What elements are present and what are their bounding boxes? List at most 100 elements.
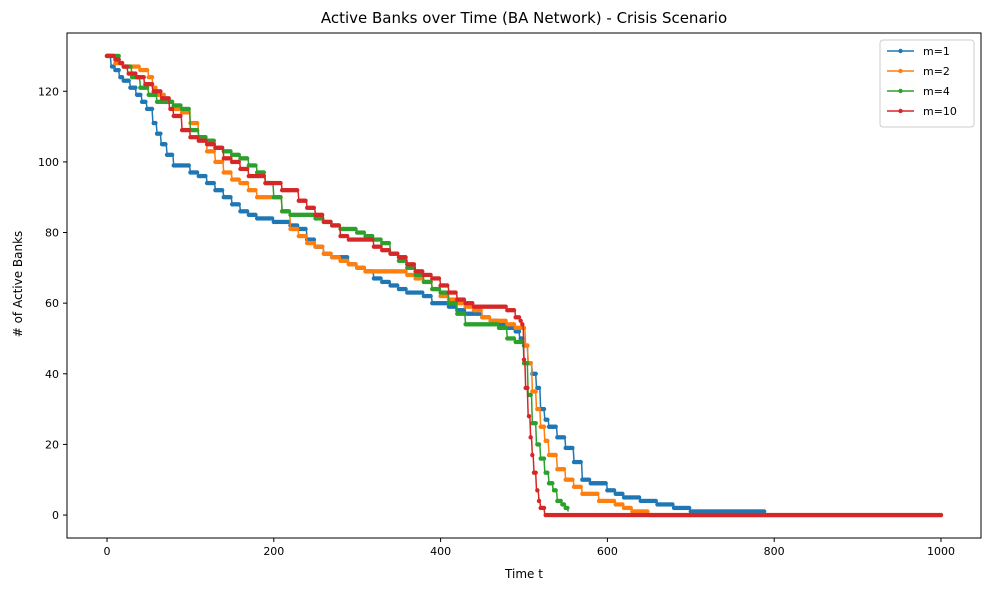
data-point <box>550 481 555 486</box>
data-point <box>395 283 400 288</box>
data-point <box>378 237 383 242</box>
data-point <box>244 180 250 186</box>
data-point <box>228 195 233 200</box>
data-point <box>478 308 483 313</box>
data-point <box>386 247 392 253</box>
legend-swatch-marker <box>898 48 903 54</box>
data-point <box>541 424 547 429</box>
data-point <box>536 442 542 447</box>
data-point <box>761 509 767 514</box>
data-point <box>561 502 567 507</box>
data-point <box>253 212 258 218</box>
data-point <box>328 219 333 225</box>
series-m=10 <box>104 53 944 518</box>
plot-frame <box>66 32 982 539</box>
data-point <box>553 488 558 493</box>
data-point <box>143 99 148 105</box>
x-tick-label: 600 <box>597 545 618 558</box>
data-point <box>533 470 538 475</box>
data-point <box>236 159 241 165</box>
data-point <box>278 195 283 200</box>
data-point <box>149 106 155 112</box>
data-point <box>541 456 547 461</box>
data-point <box>286 209 292 214</box>
data-point <box>521 357 527 362</box>
data-point <box>686 505 692 511</box>
data-point <box>211 138 216 143</box>
data-point <box>503 325 508 331</box>
data-point <box>203 138 208 143</box>
data-point <box>535 488 540 493</box>
data-point <box>253 187 258 193</box>
data-point <box>153 92 158 98</box>
data-point <box>133 71 138 76</box>
data-point <box>194 127 200 133</box>
data-point <box>511 336 517 341</box>
data-point <box>461 311 467 316</box>
data-point <box>565 505 570 511</box>
data-point <box>311 237 317 242</box>
data-point <box>178 113 183 119</box>
y-tick-label: 40 <box>45 368 59 381</box>
data-point <box>520 322 525 327</box>
data-point <box>278 180 283 186</box>
data-point <box>436 286 442 292</box>
y-tick-label: 120 <box>38 85 59 98</box>
y-tick-label: 100 <box>38 156 59 169</box>
data-point <box>403 255 408 260</box>
data-point <box>303 226 308 232</box>
data-point <box>528 360 533 366</box>
legend-label: m=1 <box>923 45 950 58</box>
data-point <box>219 159 225 165</box>
data-point <box>136 64 141 69</box>
legend-item-m=4: m=4 <box>887 85 950 98</box>
data-point <box>528 392 533 398</box>
x-tick-label: 1000 <box>927 545 955 558</box>
data-point <box>578 459 583 465</box>
data-point <box>586 477 592 482</box>
legend-item-m=10: m=10 <box>887 105 957 118</box>
data-point <box>294 223 300 228</box>
y-tick-label: 0 <box>52 509 59 522</box>
data-point <box>119 74 125 80</box>
legend-label: m=4 <box>923 85 950 98</box>
data-point <box>153 85 158 90</box>
data-point <box>518 318 523 324</box>
y-tick-label: 80 <box>45 227 59 240</box>
data-point <box>428 279 433 285</box>
data-point <box>378 244 383 249</box>
data-point <box>128 64 133 69</box>
data-point <box>436 276 442 281</box>
data-point <box>149 74 155 80</box>
data-point <box>116 57 121 62</box>
data-point <box>345 258 350 263</box>
data-point <box>386 240 392 246</box>
data-point <box>111 53 116 59</box>
data-point <box>628 505 633 511</box>
data-point <box>611 488 617 493</box>
data-point <box>236 152 241 158</box>
data-point <box>124 64 130 69</box>
data-point <box>186 127 191 133</box>
data-point <box>428 272 433 278</box>
data-point <box>203 134 208 140</box>
legend-item-m=2: m=2 <box>887 65 950 78</box>
data-point <box>261 173 267 179</box>
data-point <box>595 491 600 497</box>
data-point <box>345 255 350 260</box>
data-point <box>403 269 408 274</box>
data-point <box>620 491 625 497</box>
data-point <box>126 78 131 83</box>
legend-item-m=1: m=1 <box>887 45 950 58</box>
data-point <box>503 304 508 309</box>
data-point <box>541 406 547 412</box>
data-point <box>486 315 492 320</box>
data-point <box>211 180 216 186</box>
data-point <box>570 445 575 451</box>
data-point <box>144 85 150 90</box>
data-point <box>119 60 125 66</box>
series-layer <box>104 53 944 518</box>
x-tick-label: 800 <box>764 545 785 558</box>
data-point <box>361 265 367 271</box>
data-point <box>345 233 350 239</box>
